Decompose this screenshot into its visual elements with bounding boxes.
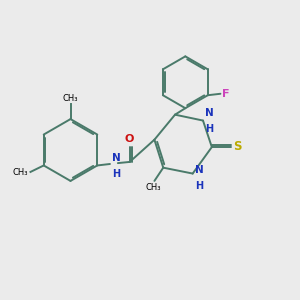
- Text: CH₃: CH₃: [13, 168, 28, 177]
- Text: H: H: [195, 181, 203, 190]
- Text: CH₃: CH₃: [145, 183, 161, 192]
- Text: F: F: [223, 89, 230, 99]
- Text: N: N: [195, 165, 204, 175]
- Text: N: N: [112, 153, 121, 163]
- Text: S: S: [233, 140, 242, 153]
- Text: N: N: [206, 108, 214, 118]
- Text: H: H: [112, 169, 120, 179]
- Text: H: H: [206, 124, 214, 134]
- Text: O: O: [125, 134, 134, 144]
- Text: CH₃: CH₃: [63, 94, 78, 103]
